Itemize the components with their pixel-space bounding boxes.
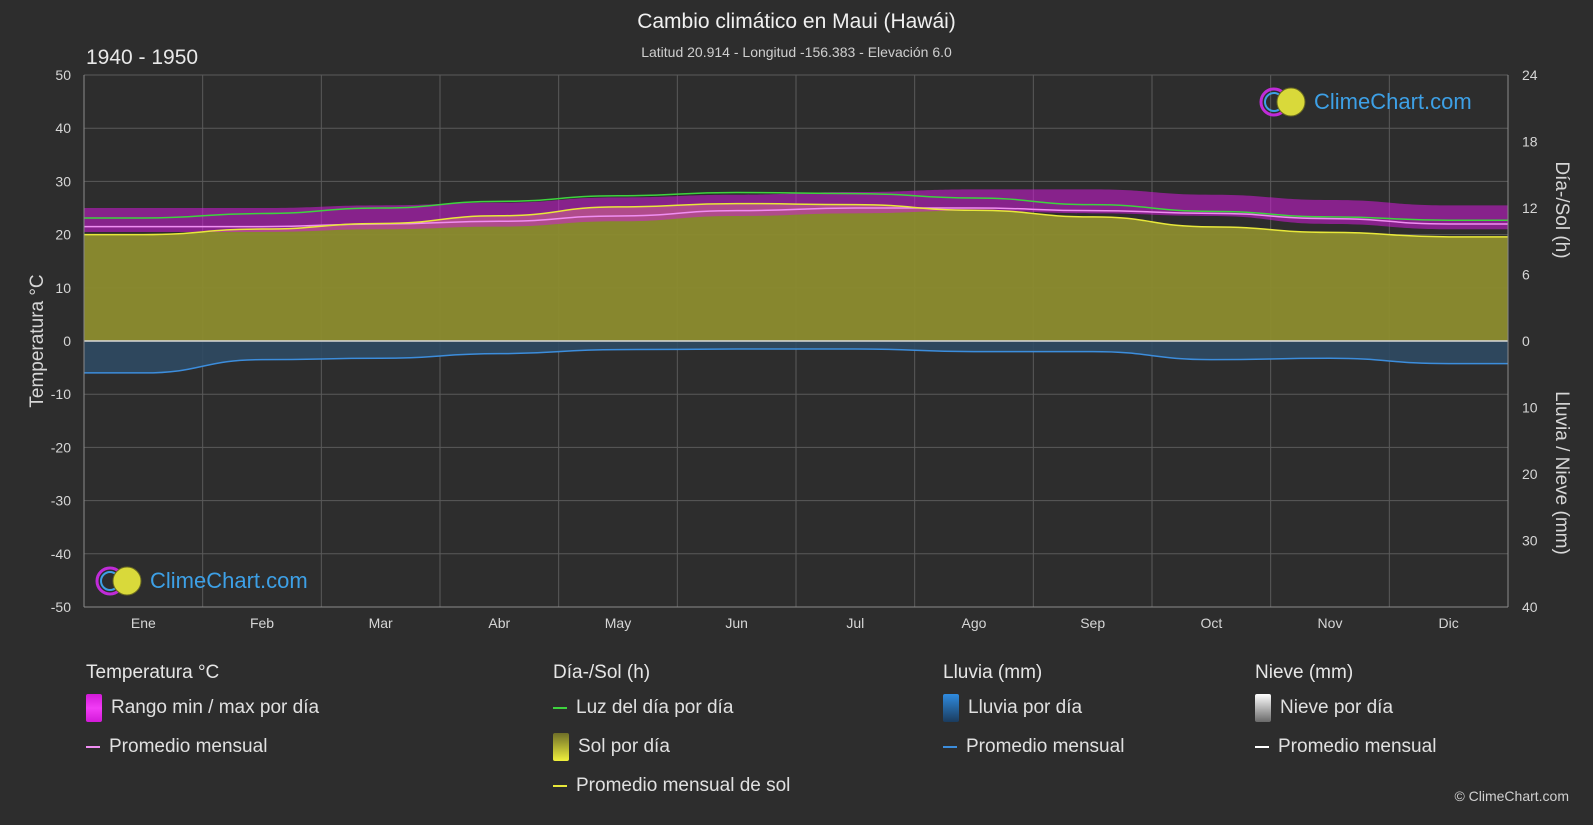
x-tick-label: Sep <box>1080 615 1105 631</box>
y-tick-label: -40 <box>51 546 71 562</box>
y-tick-label: 50 <box>55 67 71 83</box>
legend-title: Temperatura °C <box>86 662 220 683</box>
sunshine-area <box>84 203 1508 341</box>
y-tick-label: 10 <box>55 280 71 296</box>
y-tick-label: 0 <box>63 333 71 349</box>
legend-label: Luz del día por día <box>576 696 734 718</box>
climate-chart: 50 40 30 20 10 0 -10 -20 -30 -40 -50 24 18 12 6 0 10 20 30… <box>27 67 1572 631</box>
chart-title: Cambio climático en Maui (Hawái) <box>637 10 956 33</box>
legend-item: Rango min / max por día <box>86 688 319 727</box>
legend-item: Promedio mensual de sol <box>553 766 790 805</box>
rain-swatch <box>943 693 959 722</box>
range-swatch <box>86 693 102 722</box>
legend-label: Promedio mensual de sol <box>576 774 791 796</box>
y2-tick-label: 6 <box>1522 267 1530 283</box>
legend-title: Día-/Sol (h) <box>553 662 651 683</box>
logo-top[interactable]: ClimeChart.com <box>1258 86 1472 118</box>
legend-item: Promedio mensual <box>1255 727 1436 766</box>
line-swatch <box>553 706 567 709</box>
axes: 50 40 30 20 10 0 -10 -20 -30 -40 -50 24 18 12 6 0 10 20 30… <box>27 67 1572 631</box>
temperature-band <box>84 189 1508 232</box>
y2-tick-label: 12 <box>1522 200 1538 216</box>
legend-sun: Día-/Sol (h) Luz del día por día Sol por… <box>553 662 790 805</box>
y-tick-label: -20 <box>51 439 71 455</box>
y-tick-label: 30 <box>55 173 71 189</box>
legend-label: Rango min / max por día <box>111 696 320 718</box>
sunshine-swatch <box>553 732 569 761</box>
y3-axis-label: Lluvia / Nieve (mm) <box>1551 391 1572 555</box>
x-tick-label: May <box>605 615 631 631</box>
sunshine-fill <box>84 203 1508 341</box>
logo-icon <box>95 566 142 596</box>
legend-label: Sol por día <box>578 735 670 757</box>
temperature-range-band <box>84 189 1508 232</box>
y-tick-label: -30 <box>51 493 71 509</box>
logo-text: ClimeChart.com <box>150 568 308 593</box>
y-tick-label: 40 <box>55 120 71 136</box>
line-swatch <box>86 745 100 748</box>
x-tick-label: Feb <box>250 615 274 631</box>
legend-label: Nieve por día <box>1280 696 1394 718</box>
y3-tick-label: 30 <box>1522 533 1538 549</box>
line-swatch <box>1255 745 1269 748</box>
logo-text: ClimeChart.com <box>1314 89 1472 114</box>
period-label: 1940 - 1950 <box>86 46 199 69</box>
x-tick-label: Nov <box>1318 615 1343 631</box>
legend-label: Promedio mensual <box>109 735 268 757</box>
x-tick-label: Jul <box>846 615 864 631</box>
legend-item: Nieve por día <box>1255 688 1436 727</box>
legend-temperature: Temperatura °C Rango min / max por día P… <box>86 662 319 766</box>
line-swatch <box>943 745 957 748</box>
legend-title: Lluvia (mm) <box>943 662 1043 683</box>
y3-tick-label: 40 <box>1522 599 1538 615</box>
line-swatch <box>553 784 567 787</box>
rain-avg-line <box>84 348 1508 374</box>
y2-axis-label: Día-/Sol (h) <box>1551 161 1572 258</box>
x-tick-label: Dic <box>1439 615 1459 631</box>
legend-item: Promedio mensual <box>943 727 1124 766</box>
rain-fill <box>84 341 1508 373</box>
x-tick-label: Mar <box>369 615 393 631</box>
legend-rain: Lluvia (mm) Lluvia por día Promedio mens… <box>943 662 1124 766</box>
y2-tick-label: 24 <box>1522 67 1538 83</box>
daylight-line <box>83 191 1508 221</box>
snow-swatch <box>1255 693 1271 722</box>
legend-item: Lluvia por día <box>943 688 1124 727</box>
rain-bars <box>84 341 1508 373</box>
legend-label: Promedio mensual <box>966 735 1125 757</box>
y-tick-label: -50 <box>51 599 71 615</box>
logo-icon <box>1259 87 1306 117</box>
legend-item: Luz del día por día <box>553 688 790 727</box>
y2-tick-label: 0 <box>1522 333 1530 349</box>
legend-snow: Nieve (mm) Nieve por día Promedio mensua… <box>1255 662 1436 766</box>
logo-bottom[interactable]: ClimeChart.com <box>94 565 308 597</box>
legend-label: Lluvia por día <box>968 696 1083 718</box>
legend-title: Nieve (mm) <box>1255 662 1354 683</box>
sunshine-avg-line <box>84 202 1508 238</box>
y3-tick-label: 10 <box>1522 400 1538 416</box>
x-tick-label: Abr <box>488 615 510 631</box>
y2-tick-label: 18 <box>1522 134 1538 150</box>
copyright[interactable]: © ClimeChart.com <box>1454 788 1569 804</box>
temperature-avg-line <box>84 207 1508 228</box>
x-tick-label: Ene <box>131 615 156 631</box>
x-tick-label: Jun <box>725 615 748 631</box>
legend-item: Promedio mensual <box>86 727 319 766</box>
y-axis-label: Temperatura °C <box>27 274 48 407</box>
x-tick-label: Ago <box>962 615 987 631</box>
series-lines <box>83 191 1508 374</box>
legend-label: Promedio mensual <box>1278 735 1437 757</box>
chart-subtitle: Latitud 20.914 - Longitud -156.383 - Ele… <box>641 44 952 60</box>
y-tick-label: -10 <box>51 386 71 402</box>
y-tick-label: 20 <box>55 227 71 243</box>
y3-tick-label: 20 <box>1522 466 1538 482</box>
x-tick-label: Oct <box>1200 615 1222 631</box>
legend-item: Sol por día <box>553 727 790 766</box>
